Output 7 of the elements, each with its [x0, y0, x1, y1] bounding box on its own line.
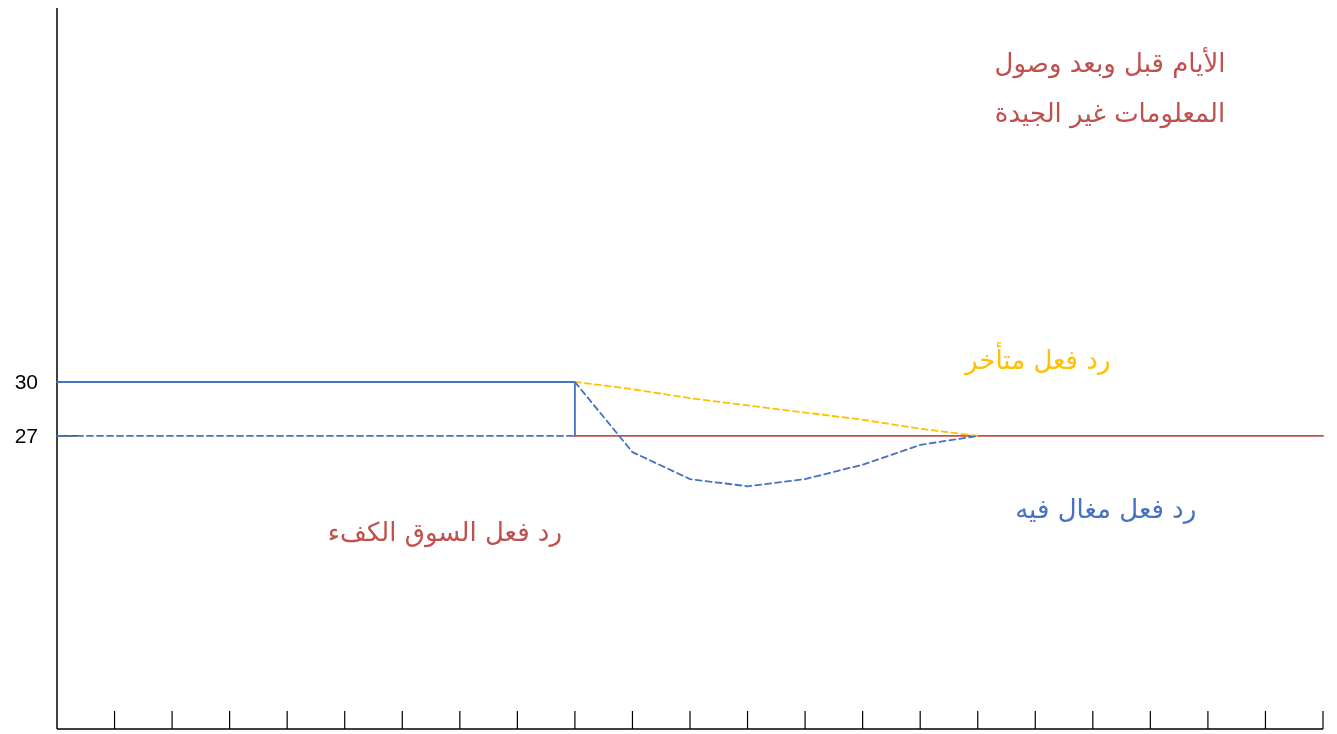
- text: رد فعل متأخر: [963, 340, 1111, 376]
- y-tick-label: 27: [14, 424, 38, 448]
- text: رد فعل مغال فيه: [1015, 493, 1197, 524]
- text: الأيام قبل وبعد وصول المعلومات غير الجيدة: [993, 46, 1227, 131]
- line-series: [574, 381, 979, 437]
- text: رد فعل السوق الكفء: [327, 516, 562, 548]
- y-tick-label: 30: [14, 370, 38, 394]
